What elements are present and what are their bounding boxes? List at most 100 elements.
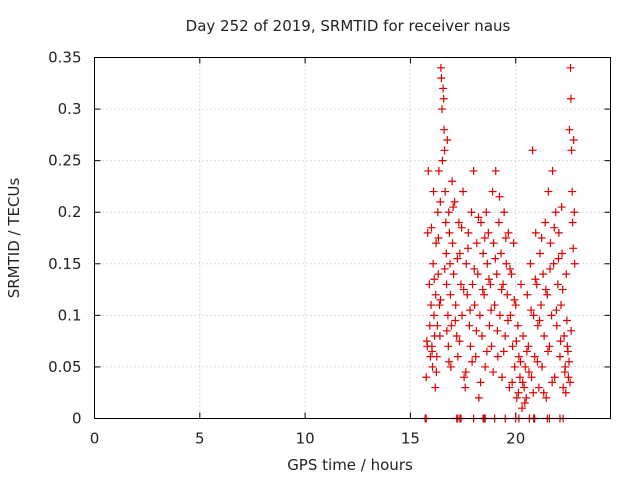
data-point bbox=[459, 187, 468, 196]
data-point bbox=[566, 94, 575, 103]
data-point bbox=[432, 239, 441, 248]
data-point bbox=[560, 331, 569, 340]
data-point bbox=[460, 373, 469, 382]
data-point bbox=[474, 213, 483, 222]
data-point bbox=[431, 383, 440, 392]
data-point bbox=[566, 63, 575, 72]
data-point bbox=[444, 357, 453, 366]
data-point bbox=[489, 239, 498, 248]
data-point bbox=[516, 280, 525, 289]
data-point bbox=[455, 249, 464, 258]
data-point bbox=[478, 285, 487, 294]
data-point bbox=[566, 378, 575, 387]
data-point bbox=[422, 373, 431, 382]
data-point bbox=[437, 74, 446, 83]
data-point bbox=[508, 342, 517, 351]
data-point bbox=[521, 362, 530, 371]
data-point bbox=[486, 280, 495, 289]
data-point bbox=[503, 290, 512, 299]
data-point bbox=[474, 393, 483, 402]
y-tick-label: 0 bbox=[72, 410, 82, 428]
data-point bbox=[561, 388, 570, 397]
data-point bbox=[472, 326, 481, 335]
data-point bbox=[451, 301, 460, 310]
data-point bbox=[499, 280, 508, 289]
data-point bbox=[568, 218, 577, 227]
data-point bbox=[531, 228, 540, 237]
data-point bbox=[439, 84, 448, 93]
data-point bbox=[541, 218, 550, 227]
data-point bbox=[467, 208, 476, 217]
tick-labels: 0 5 10 15 20 0 0.05 0.1 0.15 0.2 0.25 0.3 0.35 bbox=[48, 49, 525, 448]
data-point bbox=[491, 166, 500, 175]
data-point bbox=[432, 368, 441, 377]
data-point bbox=[466, 342, 475, 351]
data-point bbox=[434, 270, 443, 279]
data-point bbox=[427, 223, 436, 232]
data-point bbox=[503, 316, 512, 325]
data-point bbox=[520, 383, 529, 392]
data-point bbox=[550, 373, 559, 382]
data-point bbox=[425, 280, 434, 289]
data-point bbox=[548, 378, 557, 387]
data-point bbox=[558, 249, 567, 258]
data-point bbox=[524, 368, 533, 377]
data-point bbox=[515, 373, 524, 382]
data-point bbox=[468, 357, 477, 366]
axis-ticks bbox=[94, 57, 611, 419]
y-tick-label: 0.35 bbox=[48, 49, 81, 67]
data-point bbox=[508, 378, 517, 387]
x-tick-label: 15 bbox=[401, 430, 420, 448]
data-point bbox=[436, 63, 445, 72]
data-point bbox=[550, 223, 559, 232]
data-point bbox=[443, 136, 452, 145]
data-point bbox=[438, 105, 447, 114]
data-point bbox=[422, 337, 431, 346]
data-point bbox=[567, 326, 576, 335]
y-axis-label: SRMTID / TECUs bbox=[5, 178, 23, 299]
data-point bbox=[461, 383, 470, 392]
data-point bbox=[496, 249, 505, 258]
data-point bbox=[499, 347, 508, 356]
data-point bbox=[568, 187, 577, 196]
data-point bbox=[542, 393, 551, 402]
x-tick-label: 0 bbox=[90, 430, 100, 448]
data-point bbox=[569, 136, 578, 145]
data-point bbox=[502, 259, 511, 268]
data-point bbox=[463, 244, 472, 253]
data-point bbox=[551, 208, 560, 217]
data-point bbox=[476, 378, 485, 387]
data-point bbox=[453, 352, 462, 361]
data-point bbox=[518, 378, 527, 387]
data-point bbox=[446, 362, 455, 371]
data-point bbox=[519, 331, 528, 340]
data-point bbox=[441, 218, 450, 227]
data-point bbox=[548, 166, 557, 175]
data-point bbox=[469, 166, 478, 175]
data-point bbox=[552, 306, 561, 315]
data-point bbox=[552, 321, 561, 330]
data-point bbox=[532, 280, 541, 289]
data-point bbox=[527, 373, 536, 382]
y-tick-label: 0.1 bbox=[58, 306, 82, 324]
data-point bbox=[484, 275, 493, 284]
data-point bbox=[475, 311, 484, 320]
data-point bbox=[495, 311, 504, 320]
data-point bbox=[447, 321, 456, 330]
chart-title: Day 252 of 2019, SRMTID for receiver nau… bbox=[186, 17, 511, 35]
data-point bbox=[535, 249, 544, 258]
data-point bbox=[539, 270, 548, 279]
data-point bbox=[430, 275, 439, 284]
data-point bbox=[500, 208, 509, 217]
data-point bbox=[434, 234, 443, 242]
data-point bbox=[570, 259, 579, 268]
data-point bbox=[567, 146, 576, 155]
data-point bbox=[428, 347, 437, 356]
data-point bbox=[540, 331, 549, 340]
data-point bbox=[507, 270, 516, 279]
y-tick-label: 0.25 bbox=[48, 152, 81, 170]
data-point bbox=[431, 290, 440, 299]
data-point bbox=[529, 388, 538, 397]
data-point bbox=[504, 228, 513, 237]
data-point bbox=[528, 146, 537, 155]
